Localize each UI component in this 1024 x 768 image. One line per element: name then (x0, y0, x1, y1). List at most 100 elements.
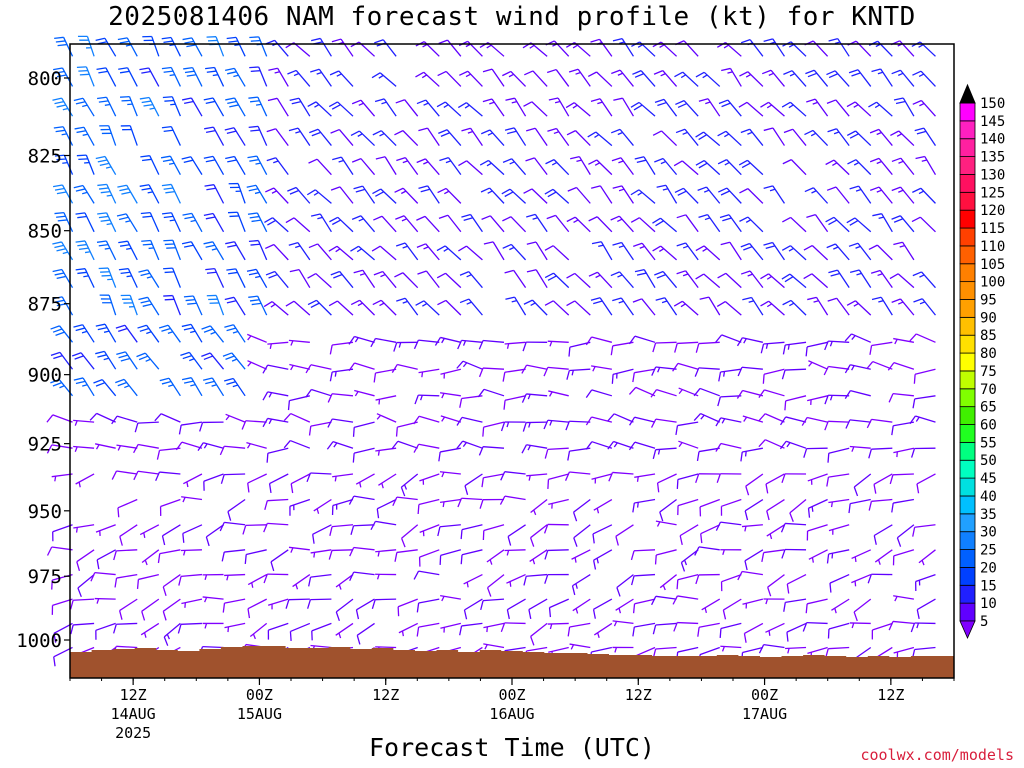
wind-barb (127, 67, 138, 87)
wind-barb (526, 473, 548, 477)
wind-barb-feather (53, 354, 63, 360)
wind-barb-feather (739, 188, 749, 194)
wind-barb-feather (248, 295, 258, 298)
wind-barb-feather (95, 350, 105, 355)
wind-barb-feather (225, 241, 235, 245)
wind-barb (423, 300, 440, 316)
wind-barb-feather (766, 303, 773, 308)
wind-barb-feather (529, 537, 535, 547)
wind-barb-feather (164, 271, 175, 274)
wind-barb (470, 214, 483, 233)
wind-barb-feather (52, 97, 62, 101)
wind-barb-feather (576, 159, 582, 163)
wind-barb-feather (56, 158, 66, 161)
wind-barb-feather (684, 559, 688, 566)
wind-barb-feather (97, 183, 107, 187)
wind-barb-feather (506, 421, 510, 428)
wind-barb-feather (50, 378, 60, 384)
wind-barb-feather (392, 496, 398, 507)
wind-barb-feather (806, 214, 816, 219)
wind-barb (181, 598, 203, 605)
wind-barb-feather (244, 554, 247, 564)
wind-barb (94, 571, 116, 576)
wind-barb (789, 499, 807, 514)
wind-barb (599, 185, 613, 204)
wind-barb-feather (855, 245, 861, 249)
wind-barb-feather (568, 347, 571, 357)
wind-barb (591, 646, 613, 653)
wind-barb-feather (255, 275, 261, 279)
wind-barb-feather (90, 572, 96, 582)
wind-barb (742, 570, 763, 576)
wind-barb-feather (736, 337, 743, 347)
wind-barb-feather (918, 73, 925, 78)
wind-barb (483, 473, 505, 479)
wind-barb (530, 499, 548, 513)
wind-barb (814, 98, 829, 117)
wind-barb-feather (79, 73, 90, 76)
wind-barb (854, 101, 872, 117)
wind-barb-feather (896, 133, 902, 137)
wind-barb-feather (915, 155, 925, 160)
wind-barb (486, 549, 505, 563)
wind-barb (310, 549, 332, 554)
wind-barb-feather (758, 644, 765, 654)
wind-barb-feather (479, 159, 489, 166)
wind-barb-feather (662, 188, 669, 191)
wind-barb-feather (832, 162, 838, 167)
wind-barb (786, 622, 807, 633)
wind-barb (569, 420, 591, 423)
wind-barb-feather (824, 340, 829, 351)
wind-barb (726, 159, 742, 176)
wind-barb-feather (421, 74, 428, 79)
wind-barb (107, 267, 117, 288)
wind-barb-feather (163, 215, 174, 219)
wind-barb-feather (891, 157, 902, 163)
wind-barb (268, 622, 289, 631)
wind-barb (214, 268, 225, 288)
wind-barb (749, 128, 764, 146)
wind-barb-feather (610, 271, 620, 277)
wind-barb-feather (478, 367, 484, 378)
wind-barb (634, 622, 656, 628)
wind-barb-feather (912, 187, 922, 193)
wind-barb (61, 296, 74, 316)
wind-barb-feather (163, 636, 169, 646)
wind-barb-feather (308, 425, 312, 436)
wind-barb-feather (868, 101, 877, 108)
credit-link[interactable]: coolwx.com/models (860, 746, 1014, 764)
wind-barb (657, 473, 677, 484)
wind-barb (724, 301, 742, 316)
wind-barb-feather (241, 420, 247, 430)
wind-barb (871, 341, 893, 347)
wind-barb-feather (423, 246, 429, 250)
wind-barb (785, 522, 807, 526)
wind-barb-feather (898, 189, 904, 193)
wind-barb-feather (811, 557, 814, 563)
wind-barb-feather (573, 537, 578, 547)
wind-barb-feather (120, 271, 131, 275)
wind-barb (593, 549, 613, 561)
wind-barb-feather (720, 241, 731, 246)
wind-barb-feather (205, 267, 215, 271)
wind-barb-feather (484, 644, 488, 650)
wind-barb (337, 216, 354, 233)
wind-barb (526, 646, 548, 652)
wind-barb (290, 622, 311, 633)
wind-barb-feather (869, 128, 880, 134)
wind-barb-feather (161, 125, 172, 129)
wind-barb-feather (395, 215, 405, 220)
colorbar-label: 90 (980, 310, 997, 326)
colorbar-swatch (959, 281, 976, 300)
wind-barb-feather (698, 214, 708, 219)
wind-barb (256, 155, 268, 175)
wind-barb (298, 97, 311, 117)
wind-barb-feather (721, 418, 726, 424)
wind-barb-feather (463, 217, 473, 222)
wind-barb (787, 574, 807, 585)
wind-barb (813, 69, 829, 87)
wind-barb-feather (877, 71, 884, 75)
colorbar-label: 55 (980, 435, 997, 451)
wind-barb-feather (348, 495, 355, 505)
wind-barb-feather (246, 443, 251, 449)
